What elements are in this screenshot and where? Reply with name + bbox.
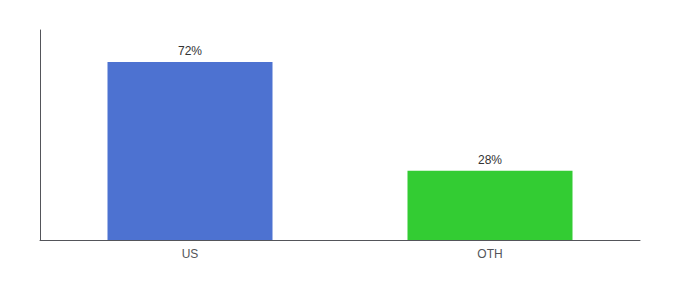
svg-text:72%: 72% — [178, 44, 202, 58]
svg-text:28%: 28% — [478, 153, 502, 167]
svg-text:US: US — [182, 247, 199, 261]
svg-text:OTH: OTH — [477, 247, 502, 261]
